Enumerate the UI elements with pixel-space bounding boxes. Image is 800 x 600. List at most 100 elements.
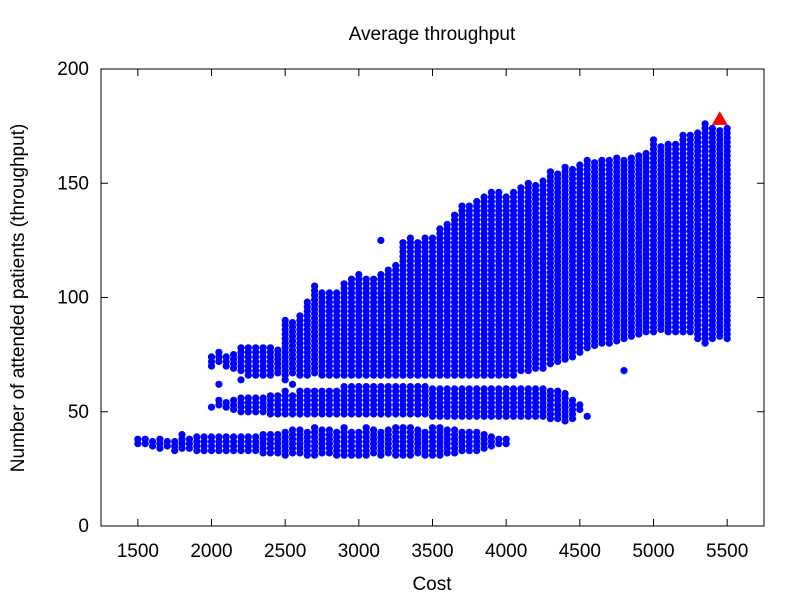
data-point [524, 179, 532, 187]
data-point [576, 161, 584, 169]
y-axis-label: Number of attended patients (throughput) [8, 124, 29, 473]
data-point [568, 396, 577, 404]
data-point [546, 168, 555, 176]
data-point [532, 385, 540, 393]
data-point [296, 312, 304, 320]
data-point [347, 383, 356, 391]
data-point [701, 120, 709, 128]
data-point [215, 396, 223, 404]
data-point [554, 170, 562, 178]
x-tick-label: 3500 [411, 541, 453, 562]
data-point [237, 394, 245, 402]
data-point [244, 394, 252, 402]
data-point [355, 383, 363, 391]
data-point [502, 385, 510, 393]
data-point [370, 426, 378, 434]
x-tick-label: 5000 [632, 541, 674, 562]
data-point [340, 424, 348, 432]
data-point [244, 433, 252, 441]
data-point [230, 396, 238, 404]
data-point [428, 234, 437, 242]
x-tick-label: 5500 [706, 541, 748, 562]
max-throughput-marker [711, 111, 728, 125]
data-point-outlier [620, 367, 628, 375]
data-point [333, 428, 341, 436]
data-point [230, 433, 238, 441]
data-point [311, 424, 319, 432]
data-point [686, 131, 694, 139]
data-point [502, 193, 510, 201]
data-point [649, 136, 658, 144]
x-axis-label: Cost [412, 574, 452, 595]
data-point [495, 188, 503, 196]
data-point [443, 385, 451, 393]
data-point [554, 387, 562, 395]
data-point [495, 435, 503, 443]
data-point [473, 197, 481, 206]
data-point [244, 344, 252, 352]
data-point [694, 129, 702, 137]
data-point [576, 401, 584, 409]
data-point [679, 131, 687, 139]
data-point [377, 271, 385, 279]
data-point [605, 156, 613, 164]
data-point [436, 225, 444, 233]
data-point [502, 435, 510, 443]
data-point [252, 344, 260, 352]
data-point [274, 346, 282, 354]
data-point [377, 428, 385, 436]
data-point [141, 435, 149, 443]
data-point [532, 181, 540, 190]
data-point [288, 319, 297, 327]
data-point [288, 392, 297, 400]
data-point [296, 426, 304, 434]
data-point [303, 428, 311, 436]
data-point [392, 424, 400, 432]
data-point [561, 389, 569, 398]
data-point [185, 435, 193, 443]
data-point [414, 426, 422, 434]
data-point [215, 348, 223, 356]
data-point [259, 431, 267, 439]
data-point [451, 385, 459, 393]
data-point [340, 383, 348, 391]
data-point [281, 428, 289, 436]
data-point [392, 383, 400, 391]
data-point [384, 426, 392, 434]
data-point [266, 392, 274, 400]
data-point [480, 193, 488, 201]
data-point [252, 433, 260, 441]
data-point [716, 127, 724, 135]
data-point [266, 431, 274, 439]
data-point [399, 424, 407, 432]
data-point [627, 154, 636, 162]
data-point [207, 433, 216, 441]
data-point [370, 275, 378, 283]
data-point [480, 385, 488, 393]
data-point [384, 383, 392, 391]
data-point [303, 298, 311, 306]
data-point [318, 387, 326, 395]
data-point [171, 437, 179, 446]
data-point [443, 426, 451, 434]
data-point [207, 403, 216, 411]
data-point [495, 385, 503, 393]
data-point [392, 261, 400, 270]
data-point [421, 383, 429, 391]
data-point [487, 188, 495, 196]
data-point [252, 394, 260, 402]
data-point [178, 431, 186, 439]
data-point [325, 426, 333, 434]
data-point [568, 165, 577, 174]
data-point [370, 383, 378, 391]
data-point [451, 426, 459, 434]
data-point [465, 428, 473, 436]
data-point [723, 124, 731, 132]
data-point [421, 428, 429, 436]
data-point-outlier [215, 380, 223, 388]
data-point [318, 289, 326, 297]
data-point [436, 424, 444, 432]
x-tick-label: 2500 [264, 541, 306, 562]
data-point [163, 437, 171, 446]
data-point [414, 239, 422, 247]
